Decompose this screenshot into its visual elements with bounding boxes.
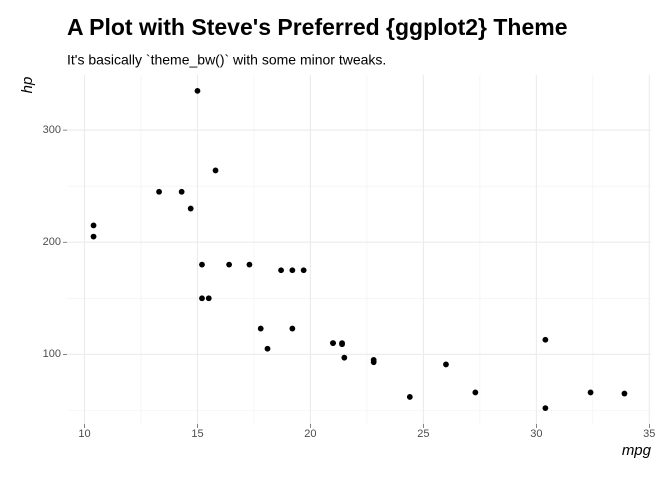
point bbox=[212, 167, 219, 174]
x-tick-label: 15 bbox=[191, 428, 203, 440]
point bbox=[178, 188, 185, 195]
point bbox=[341, 354, 348, 361]
point bbox=[472, 389, 479, 396]
point bbox=[205, 295, 212, 302]
chart-subtitle: It's basically `theme_bw()` with some mi… bbox=[67, 52, 386, 68]
point bbox=[199, 295, 205, 302]
point bbox=[330, 340, 336, 347]
point bbox=[199, 261, 205, 268]
point bbox=[226, 261, 232, 268]
y-tick-label: 200 bbox=[43, 236, 61, 248]
point bbox=[542, 405, 549, 412]
point bbox=[300, 267, 307, 274]
x-tick-label: 20 bbox=[304, 428, 316, 440]
chart-title: A Plot with Steve's Preferred {ggplot2} … bbox=[67, 14, 568, 40]
point bbox=[289, 267, 296, 274]
y-axis-label: hp bbox=[19, 77, 36, 94]
point bbox=[621, 390, 628, 397]
x-tick-label: 30 bbox=[530, 428, 542, 440]
point bbox=[246, 261, 253, 268]
point bbox=[90, 233, 97, 240]
point bbox=[194, 87, 201, 94]
x-tick-label: 35 bbox=[643, 428, 655, 440]
x-axis-label: mpg bbox=[622, 442, 652, 459]
y-tick-label: 100 bbox=[43, 348, 61, 360]
point bbox=[90, 222, 97, 229]
x-tick-label: 25 bbox=[417, 428, 429, 440]
point bbox=[406, 394, 413, 400]
point bbox=[156, 188, 162, 195]
x-tick-label: 10 bbox=[78, 428, 90, 440]
point bbox=[187, 205, 194, 212]
point bbox=[542, 336, 549, 343]
point bbox=[370, 357, 377, 363]
point bbox=[443, 361, 449, 368]
point bbox=[257, 325, 264, 332]
point bbox=[339, 341, 345, 348]
point bbox=[278, 267, 284, 274]
point bbox=[587, 389, 594, 396]
point bbox=[264, 345, 271, 352]
point bbox=[289, 325, 296, 332]
y-tick-label: 300 bbox=[43, 124, 61, 136]
